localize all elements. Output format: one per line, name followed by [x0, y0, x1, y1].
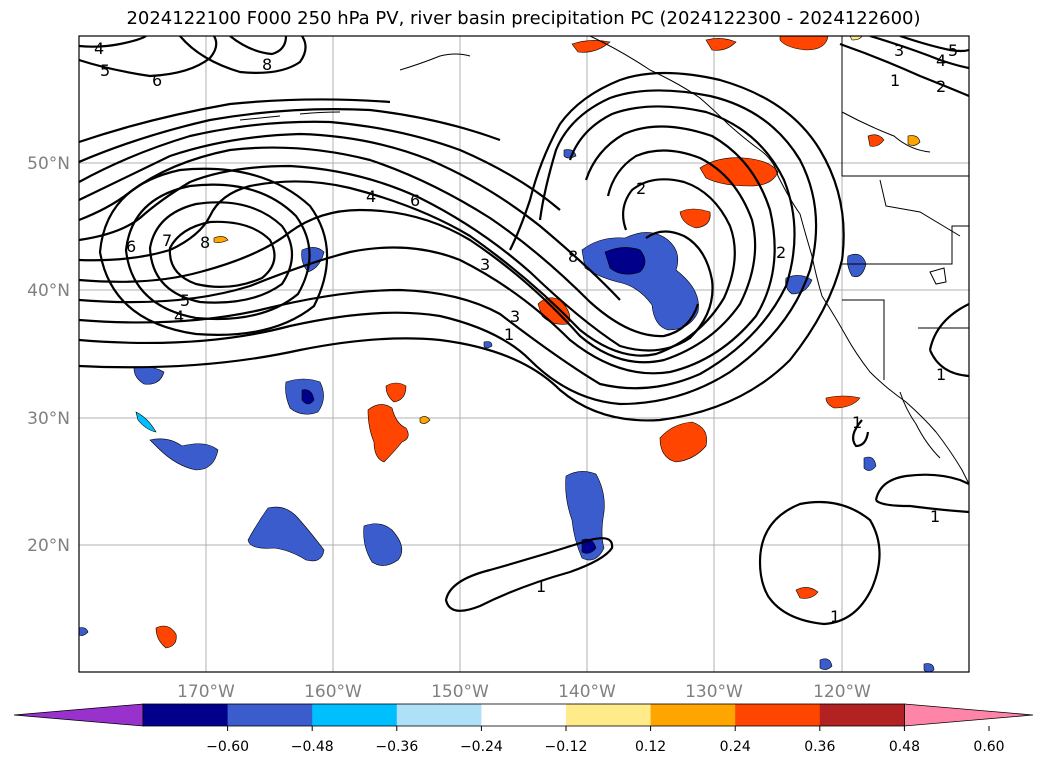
contour-label: 5: [180, 291, 190, 310]
map-title: 2024122100 F000 250 hPa PV, river basin …: [126, 8, 921, 29]
colorbar-tick-label: −0.24: [460, 739, 503, 755]
contour-label: 6: [152, 71, 162, 90]
map-panel: 4 5 6 8 6 7 8 5 4 4 6 3 3 1 8 2 2 3 4 5 …: [79, 36, 969, 672]
contour-label: 2: [936, 77, 946, 96]
contour-label: 1: [936, 365, 946, 384]
contour-label: 5: [100, 61, 110, 80]
colorbar-segment: [143, 704, 229, 726]
lat-label: 40°N: [27, 281, 70, 301]
contour-label: 2: [776, 243, 786, 262]
contour-label: 3: [510, 307, 520, 326]
colorbar-tick-label: −0.36: [375, 739, 418, 755]
colorbar-segment: [735, 704, 821, 726]
contour-label: 6: [126, 237, 136, 256]
pv-contours: [79, 36, 969, 626]
latitude-labels: 50°N 40°N 30°N 20°N: [27, 154, 70, 556]
coastlines: [239, 36, 969, 485]
contour-label: 4: [174, 307, 184, 326]
colorbar-segment: [312, 704, 398, 726]
colorbar-segment: [396, 704, 482, 726]
contour-labels: 4 5 6 8 6 7 8 5 4 4 6 3 3 1 8 2 2 3 4 5 …: [94, 39, 958, 626]
contour-label: 1: [890, 71, 900, 90]
lon-label: 170°W: [177, 682, 235, 702]
contour-label: 4: [936, 51, 946, 70]
contour-label: 1: [930, 507, 940, 526]
colorbar-extend-min: [13, 703, 144, 727]
colorbar-tick-label: 0.12: [635, 739, 666, 755]
lon-label: 160°W: [304, 682, 362, 702]
contour-label: 7: [162, 231, 172, 250]
colorbar-tick-label: −0.60: [206, 739, 249, 755]
contour-label: 1: [504, 325, 514, 344]
contour-label: 8: [262, 55, 272, 74]
colorbar: −0.60 −0.48 −0.36 −0.24 −0.12 0.12 0.24 0.36 0.4…: [13, 703, 1034, 755]
contour-label: 8: [200, 233, 210, 252]
colorbar-segment: [819, 704, 905, 726]
lat-label: 20°N: [27, 536, 70, 556]
colorbar-extend-max: [904, 703, 1034, 727]
contour-label: 3: [894, 41, 904, 60]
colorbar-segment: [227, 704, 313, 726]
lon-label: 140°W: [558, 682, 616, 702]
lat-label: 30°N: [27, 409, 70, 429]
lon-label: 120°W: [813, 682, 871, 702]
colorbar-tick-label: 0.36: [804, 739, 835, 755]
colorbar-segment: [481, 704, 567, 726]
contour-label: 4: [366, 187, 376, 206]
contour-label: 1: [830, 607, 840, 626]
contour-label: 1: [852, 413, 862, 432]
contour-label: 8: [568, 247, 578, 266]
map-frame: [78, 35, 970, 673]
contour-label: 3: [480, 255, 490, 274]
colorbar-tick-label: −0.12: [545, 739, 588, 755]
colorbar-segment: [650, 704, 736, 726]
lat-label: 50°N: [27, 154, 70, 174]
colorbar-tick-label: 0.24: [720, 739, 751, 755]
contour-label: 6: [410, 191, 420, 210]
contour-label: 1: [536, 577, 546, 596]
lon-label: 130°W: [685, 682, 743, 702]
lon-label: 150°W: [431, 682, 489, 702]
colorbar-tick-label: 0.48: [889, 739, 920, 755]
contour-label: 2: [636, 179, 646, 198]
colorbar-tick-label: 0.60: [973, 739, 1004, 755]
colorbar-tick-label: −0.48: [291, 739, 334, 755]
colorbar-segment: [566, 704, 652, 726]
longitude-labels: 170°W 160°W 150°W 140°W 130°W 120°W: [177, 682, 871, 702]
contour-label: 5: [948, 41, 958, 60]
contour-label: 4: [94, 39, 104, 58]
